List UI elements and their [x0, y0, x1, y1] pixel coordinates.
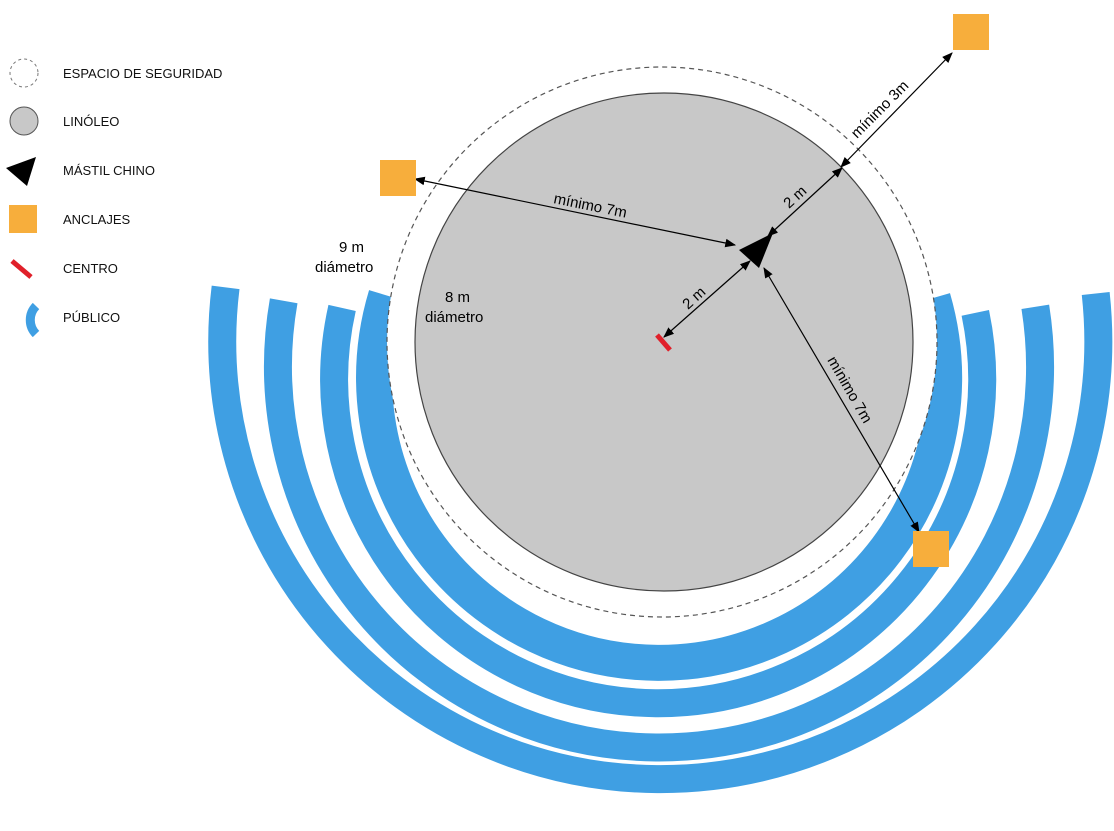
legend-label-public: PÚBLICO — [63, 310, 120, 325]
legend-label-anchors: ANCLAJES — [63, 212, 131, 227]
public-arc-4 — [264, 298, 1054, 762]
legend-item-linoleum: LINÓLEO — [9, 106, 119, 136]
public-seating — [208, 285, 1113, 794]
anchor-left — [380, 160, 416, 196]
chinese-pole-mast — [739, 233, 773, 268]
red-bar-icon — [10, 259, 33, 279]
legend-item-center: CENTRO — [10, 259, 118, 279]
dashed-circle-icon — [9, 58, 39, 88]
orange-square-icon — [9, 205, 37, 233]
legend-item-safety-space: ESPACIO DE SEGURIDAD — [9, 58, 222, 88]
safety-diameter-unit: diámetro — [315, 259, 373, 276]
legend-item-mast: MÁSTIL CHINO — [6, 157, 155, 186]
anchor-bottom-right — [913, 531, 949, 567]
dim-label-anchor-top-right: mínimo 3m — [848, 77, 912, 141]
safety-diameter-value: 9 m — [339, 239, 364, 256]
legend-item-public: PÚBLICO — [25, 302, 120, 338]
legend: ESPACIO DE SEGURIDAD LINÓLEO MÁSTIL CHIN… — [6, 58, 222, 338]
dim-line-anchor-left — [413, 176, 737, 248]
dim-line-anchor-bottom-right — [763, 267, 920, 533]
public-arc-5 — [208, 285, 1113, 794]
legend-item-anchors: ANCLAJES — [9, 205, 131, 233]
dimension-lines — [413, 52, 953, 533]
dim-line-mast-edge — [767, 167, 843, 237]
gray-circle-icon — [9, 106, 39, 136]
black-triangle-icon — [6, 157, 36, 186]
center-marker — [655, 333, 672, 352]
legend-label-center: CENTRO — [63, 261, 118, 276]
legend-label-mast: MÁSTIL CHINO — [63, 163, 155, 178]
dim-line-anchor-top-right — [840, 52, 953, 168]
public-arc-3 — [320, 304, 997, 718]
blue-arc-icon — [25, 302, 40, 338]
dim-line-center-mast — [663, 260, 751, 338]
anchor-top-right — [953, 14, 989, 50]
legend-label-linoleum: LINÓLEO — [63, 114, 119, 129]
legend-label-safety-space: ESPACIO DE SEGURIDAD — [63, 66, 222, 81]
linoleum-diameter-unit: diámetro — [425, 309, 483, 326]
public-arc-2 — [356, 290, 963, 681]
linoleum-diameter-value: 8 m — [445, 289, 470, 306]
